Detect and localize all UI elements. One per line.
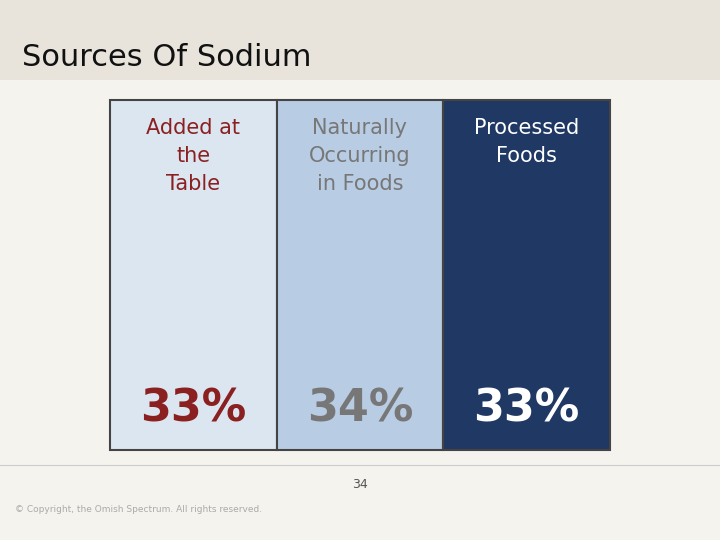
Bar — [0, 41, 720, 42]
Bar — [0, 23, 720, 24]
Bar — [0, 9, 720, 10]
Bar — [0, 43, 720, 44]
Bar — [0, 7, 720, 8]
Bar — [0, 33, 720, 34]
Bar — [0, 5, 720, 6]
Bar — [0, 74, 720, 75]
Bar — [0, 10, 720, 11]
Bar — [0, 60, 720, 61]
Bar — [0, 57, 720, 58]
Bar — [0, 0, 720, 80]
Text: Naturally
Occurring
in Foods: Naturally Occurring in Foods — [309, 118, 411, 194]
Bar — [0, 69, 720, 70]
Bar — [0, 39, 720, 40]
Bar — [0, 40, 720, 41]
Bar — [0, 32, 720, 33]
Bar — [0, 21, 720, 22]
Bar — [0, 36, 720, 37]
Bar — [0, 67, 720, 68]
Bar — [0, 75, 720, 76]
Text: 34: 34 — [352, 478, 368, 491]
Bar — [0, 72, 720, 73]
Bar — [0, 42, 720, 43]
Bar — [276, 100, 444, 450]
Bar — [0, 34, 720, 35]
Bar — [0, 58, 720, 59]
Bar — [0, 27, 720, 28]
Bar — [0, 16, 720, 17]
Text: 34%: 34% — [307, 387, 413, 430]
Bar — [0, 18, 720, 19]
Bar — [0, 17, 720, 18]
Text: 33%: 33% — [474, 387, 580, 430]
Bar — [0, 14, 720, 15]
Bar — [0, 78, 720, 79]
Bar — [0, 50, 720, 51]
Bar — [0, 44, 720, 45]
Text: 33%: 33% — [140, 387, 246, 430]
Bar — [0, 35, 720, 36]
Bar — [0, 73, 720, 74]
Bar — [0, 56, 720, 57]
Bar — [0, 26, 720, 27]
Bar — [0, 70, 720, 71]
Bar — [110, 100, 276, 450]
Bar — [0, 20, 720, 21]
Bar — [0, 68, 720, 69]
Bar — [0, 49, 720, 50]
Bar — [0, 64, 720, 65]
Bar — [0, 25, 720, 26]
Bar — [0, 3, 720, 4]
Bar — [444, 100, 610, 450]
Bar — [0, 37, 720, 38]
Bar — [0, 1, 720, 2]
Text: Processed
Foods: Processed Foods — [474, 118, 580, 166]
Bar — [0, 24, 720, 25]
Bar — [0, 2, 720, 3]
Bar — [0, 76, 720, 77]
Bar — [0, 28, 720, 29]
Bar — [0, 11, 720, 12]
Text: Sources Of Sodium: Sources Of Sodium — [22, 43, 312, 72]
Bar — [0, 6, 720, 7]
Bar — [0, 4, 720, 5]
Bar — [0, 52, 720, 53]
Bar — [0, 15, 720, 16]
Bar — [0, 71, 720, 72]
Bar — [0, 62, 720, 63]
Bar — [0, 45, 720, 46]
Bar — [0, 29, 720, 30]
Bar — [0, 53, 720, 54]
Bar — [0, 30, 720, 31]
Bar — [0, 0, 720, 1]
Bar — [0, 77, 720, 78]
Text: Added at
the
Table: Added at the Table — [146, 118, 240, 194]
Bar — [0, 55, 720, 56]
Text: © Copyright, the Omish Spectrum. All rights reserved.: © Copyright, the Omish Spectrum. All rig… — [15, 505, 262, 515]
Bar — [0, 59, 720, 60]
Bar — [0, 54, 720, 55]
Bar — [0, 19, 720, 20]
Bar — [0, 65, 720, 66]
Bar — [0, 51, 720, 52]
Bar — [0, 22, 720, 23]
Bar — [0, 31, 720, 32]
Bar — [0, 12, 720, 13]
Bar — [0, 47, 720, 48]
Bar — [0, 66, 720, 67]
Bar — [0, 38, 720, 39]
Bar — [0, 48, 720, 49]
Bar — [0, 61, 720, 62]
Bar — [0, 63, 720, 64]
Bar — [0, 8, 720, 9]
Bar — [0, 46, 720, 47]
Bar — [0, 13, 720, 14]
